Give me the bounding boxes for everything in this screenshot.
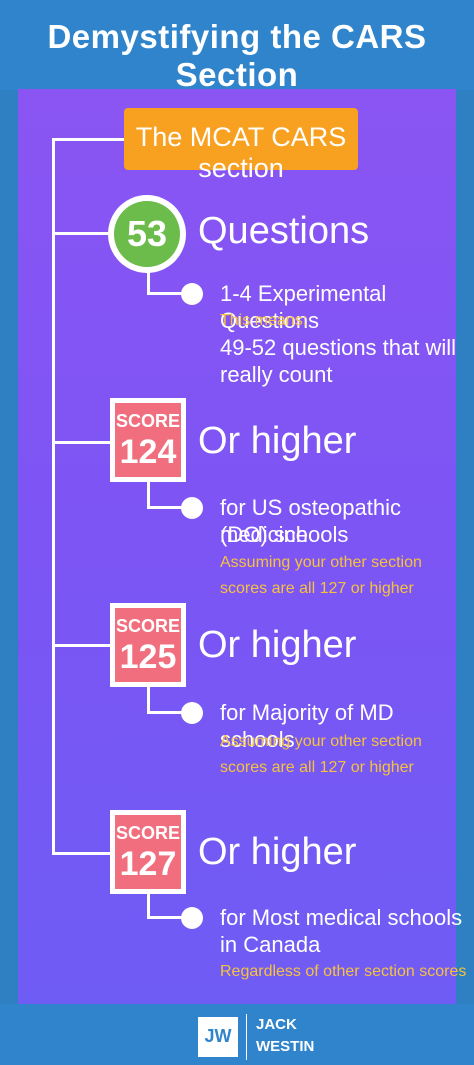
score-124-detail-line1: for US osteopathic medicine [220,495,401,547]
score-label: SCORE [115,411,180,431]
score-124-note-line1: Assuming your other section [220,554,422,571]
score-125-heading: Or higher [198,624,357,666]
score-125-branch-horizontal [147,711,183,714]
score-125-detail-line1: for Majority of MD schools [220,700,394,752]
page-title: Demystifying the CARS Section [47,18,427,93]
score-value: 124 [119,433,177,471]
score-124-badge: SCORE 124 [110,398,186,482]
score-124-branch-vertical [147,482,150,508]
score-124-note-line2: scores are all 127 or higher [220,580,414,597]
questions-note: This means: [220,312,308,329]
questions-count-badge: 53 [108,195,186,273]
questions-heading: Questions [198,210,370,252]
questions-branch-vertical [147,272,150,294]
score-124-detail-line2: (DO) schools [220,522,349,547]
score-125-note-line1: Assuming your other section [220,733,422,750]
score-127-badge: SCORE 127 [110,810,186,894]
content-panel [18,89,456,1004]
questions-detail2-line1: 49-52 questions that will [220,335,457,360]
score-125-bullet [181,702,203,724]
score-127-detail-line1: for Most medical schools [220,905,463,930]
score-124-branch-horizontal [147,506,183,509]
score-125-note-line2: scores are all 127 or higher [220,759,414,776]
score-127-note-line1: Regardless of other section scores [220,963,467,980]
questions-count: 53 [114,201,180,267]
score-127-branch-horizontal [147,916,183,919]
questions-detail: 1-4 Experimental Questions [220,281,387,333]
score-value: 127 [119,845,177,883]
questions-branch-horizontal [147,292,183,295]
questions-bullet [181,283,203,305]
score-label: SCORE [115,823,180,843]
score-127-bullet [181,907,203,929]
logo-divider [246,1014,247,1060]
brand-line1: JACK [256,1016,297,1033]
footer-bar: JW JACK WESTIN [0,1004,474,1065]
connector-to-intro [52,138,124,141]
jw-logo: JW [198,1017,238,1057]
score-127-branch-vertical [147,894,150,918]
header-bar: Demystifying the CARS Section [0,0,474,93]
main-connector-line [52,138,55,854]
score-125-badge: SCORE 125 [110,603,186,687]
score-124-bullet [181,497,203,519]
questions-detail2-line2: really count [220,362,333,387]
brand-line2: WESTIN [256,1038,315,1055]
score-value: 125 [119,638,177,676]
score-label: SCORE [115,616,180,636]
connector-to-score-125 [52,644,110,647]
score-124-heading: Or higher [198,420,357,462]
connector-to-score-124 [52,441,110,444]
connector-to-questions [52,232,110,235]
intro-box: The MCAT CARS section [124,108,358,183]
logo-text: JW [204,1026,232,1046]
score-125-branch-vertical [147,687,150,713]
intro-label: The MCAT CARS section [135,122,347,183]
connector-to-score-127 [52,852,110,855]
score-127-detail-line2: in Canada [220,932,321,957]
score-127-heading: Or higher [198,831,357,873]
